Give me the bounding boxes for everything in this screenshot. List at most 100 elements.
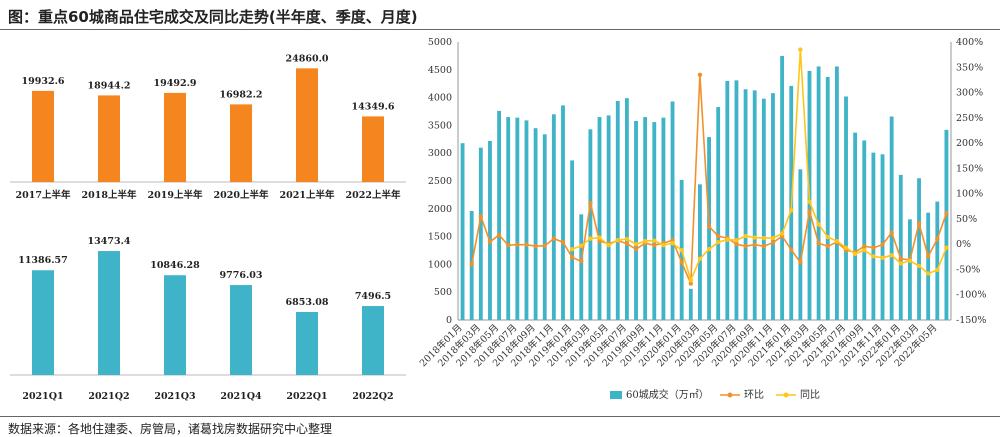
volume-bar	[661, 117, 666, 320]
volume-bar	[670, 101, 675, 320]
figure-title: 图：重点60城商品住宅成交及同比走势(半年度、季度、月度)	[8, 8, 418, 26]
bar	[230, 104, 252, 182]
volume-bar	[652, 122, 657, 321]
legend-label-yoy: 同比	[800, 389, 820, 401]
volume-bar	[460, 143, 465, 320]
yoy-point	[770, 235, 776, 241]
category-label: 2018上半年	[82, 189, 137, 201]
mom-point	[560, 239, 566, 245]
mom-point	[752, 242, 757, 247]
right-axis-tick-label: -150%	[956, 315, 986, 326]
left-axis-tick-label: 1000	[428, 259, 452, 270]
yoy-point	[624, 236, 630, 242]
mom-point	[770, 240, 776, 245]
mom-point	[734, 241, 739, 247]
yoy-point	[633, 241, 639, 247]
title-rule	[0, 29, 1000, 30]
legend-marker-mom	[727, 392, 733, 398]
left-axis-tick-label: 5000	[428, 37, 452, 48]
right-axis-tick-label: 400%	[956, 37, 983, 48]
yoy-point	[889, 253, 894, 258]
volume-bar	[615, 100, 620, 320]
monthly-combo-chart: 0 500 1000 1500 2000 2500 3000 3500 4000 4500 5000…	[418, 37, 986, 401]
left-axis-tick-label: 4000	[428, 93, 452, 104]
yoy-point	[588, 236, 593, 241]
category-label: 2017上半年	[16, 189, 71, 201]
bar	[164, 275, 186, 375]
volume-bar	[597, 117, 602, 320]
volume-bar	[643, 117, 648, 320]
mom-point	[533, 244, 538, 249]
bar-value-label: 18944.2	[88, 80, 131, 91]
yoy-point	[798, 47, 803, 52]
yoy-point	[579, 243, 584, 248]
left-axis-tick-label: 3500	[428, 120, 452, 131]
mom-point	[880, 242, 885, 247]
mom-point	[679, 260, 684, 265]
category-label: 2021Q3	[154, 391, 195, 402]
bar-value-label: 19932.6	[22, 76, 65, 87]
bar	[98, 95, 120, 182]
yoy-point	[834, 238, 840, 244]
mom-point	[542, 243, 547, 248]
mom-point	[487, 239, 493, 244]
yoy-point	[706, 247, 712, 252]
mom-point	[652, 242, 657, 248]
yoy-point	[670, 240, 675, 246]
bar-value-label: 7496.5	[355, 291, 391, 302]
mom-point	[633, 247, 639, 252]
volume-bar	[816, 66, 821, 320]
right-axis-tick-label: 250%	[956, 113, 983, 124]
yoy-point	[944, 245, 949, 250]
yoy-point	[935, 267, 940, 273]
yoy-point	[862, 248, 867, 253]
volume-bar	[898, 174, 903, 320]
bar-value-label: 19492.9	[154, 78, 197, 89]
quarterly-bar-chart: 11386.57 2021Q1 13473.4 2021Q2 10846.28 2021Q…	[10, 236, 406, 402]
bar-value-label: 16982.2	[220, 89, 263, 100]
bar-value-label: 13473.4	[88, 236, 131, 247]
volume-bar	[871, 152, 876, 320]
volume-bar	[478, 147, 483, 320]
right-axis-tick-label: 150%	[956, 163, 983, 174]
volume-bar	[579, 214, 584, 320]
mom-point	[898, 256, 903, 262]
bar	[296, 68, 318, 182]
bar	[230, 285, 252, 375]
volume-bar	[853, 132, 858, 320]
bar	[296, 311, 318, 375]
mom-point	[816, 240, 821, 246]
yoy-point	[642, 238, 648, 244]
yoy-point	[688, 277, 694, 283]
left-axis-tick-label: 2500	[428, 176, 452, 187]
half-year-bar-chart: 19932.6 2017上半年 18944.2 2018上半年 19492.9 2019上…	[10, 53, 406, 201]
mom-point	[697, 72, 703, 78]
left-axis-tick-label: 3000	[428, 148, 452, 159]
mom-point	[889, 230, 894, 235]
yoy-point	[606, 242, 611, 248]
volume-bar	[862, 140, 867, 320]
volume-bar	[497, 110, 502, 320]
bar	[362, 306, 384, 375]
mom-point	[478, 214, 484, 219]
volume-bar	[515, 117, 520, 320]
right-axis-tick-label: 100%	[956, 189, 983, 200]
yoy-point	[661, 242, 666, 248]
right-axis-tick-label: 300%	[956, 88, 983, 99]
volume-bar	[588, 129, 593, 320]
mom-point	[597, 238, 602, 244]
category-label: 2022Q2	[352, 391, 393, 402]
bar-value-label: 10846.28	[150, 260, 200, 271]
bar	[32, 270, 54, 375]
legend-marker-yoy	[783, 392, 789, 398]
yoy-point	[761, 235, 767, 241]
volume-bar	[561, 105, 565, 320]
volume-bar	[634, 120, 638, 321]
volume-bar	[880, 154, 885, 320]
volume-bar	[917, 178, 921, 320]
mom-point	[807, 209, 812, 214]
mom-point	[715, 233, 721, 239]
mom-point	[579, 259, 584, 264]
category-label: 2021Q2	[88, 391, 129, 402]
right-axis-tick-label: 50%	[956, 214, 977, 225]
